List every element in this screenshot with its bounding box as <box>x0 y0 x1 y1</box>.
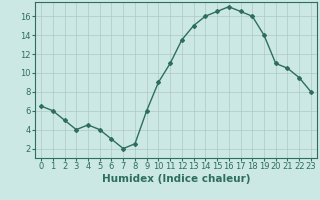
X-axis label: Humidex (Indice chaleur): Humidex (Indice chaleur) <box>102 174 250 184</box>
